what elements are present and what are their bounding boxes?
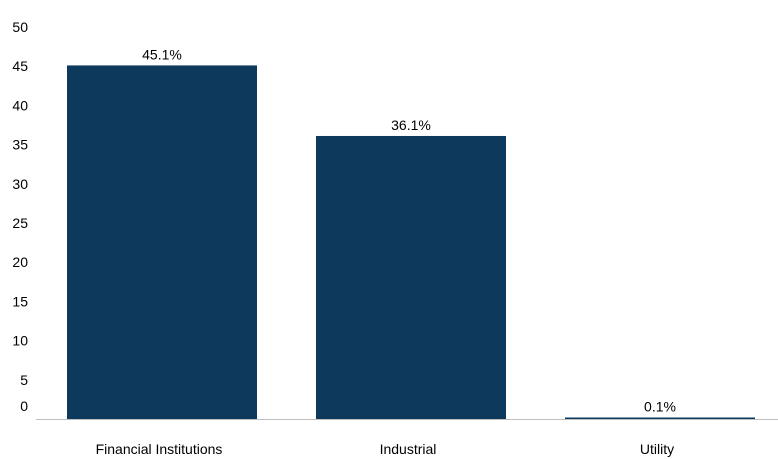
x-category-label: Financial Institutions bbox=[96, 441, 223, 457]
y-tick-label: 15 bbox=[12, 293, 28, 309]
y-tick-label: 35 bbox=[12, 137, 28, 153]
y-tick-label: 40 bbox=[12, 97, 28, 113]
bars bbox=[67, 65, 755, 419]
y-tick-label: 45 bbox=[12, 58, 28, 74]
y-tick-label: 0 bbox=[20, 398, 28, 414]
y-tick-label: 25 bbox=[12, 215, 28, 231]
y-tick-label: 20 bbox=[12, 254, 28, 270]
y-tick-label: 10 bbox=[12, 333, 28, 349]
bar-data-label: 36.1% bbox=[391, 117, 431, 133]
category-labels: Financial Institutions Industrial Utility bbox=[96, 441, 675, 457]
y-tick-label: 5 bbox=[20, 372, 28, 388]
bar-data-label: 0.1% bbox=[644, 399, 676, 415]
bar bbox=[316, 135, 506, 419]
x-category-label: Industrial bbox=[380, 441, 437, 457]
bar-data-label: 45.1% bbox=[142, 46, 182, 62]
bar bbox=[67, 65, 257, 419]
y-axis-ticks: 0 5 10 15 20 25 30 35 40 45 50 bbox=[12, 19, 28, 414]
y-tick-label: 50 bbox=[12, 19, 28, 35]
data-labels: 45.1% 36.1% 0.1% bbox=[142, 46, 676, 414]
bar bbox=[565, 417, 755, 419]
y-tick-label: 30 bbox=[12, 176, 28, 192]
x-category-label: Utility bbox=[640, 441, 674, 457]
